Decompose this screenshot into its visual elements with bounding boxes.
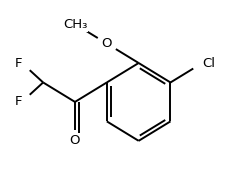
Text: O: O <box>70 134 80 147</box>
Text: O: O <box>101 37 112 50</box>
Text: Cl: Cl <box>201 57 214 69</box>
Text: F: F <box>14 95 22 108</box>
Text: F: F <box>14 57 22 69</box>
Text: CH₃: CH₃ <box>63 18 87 31</box>
